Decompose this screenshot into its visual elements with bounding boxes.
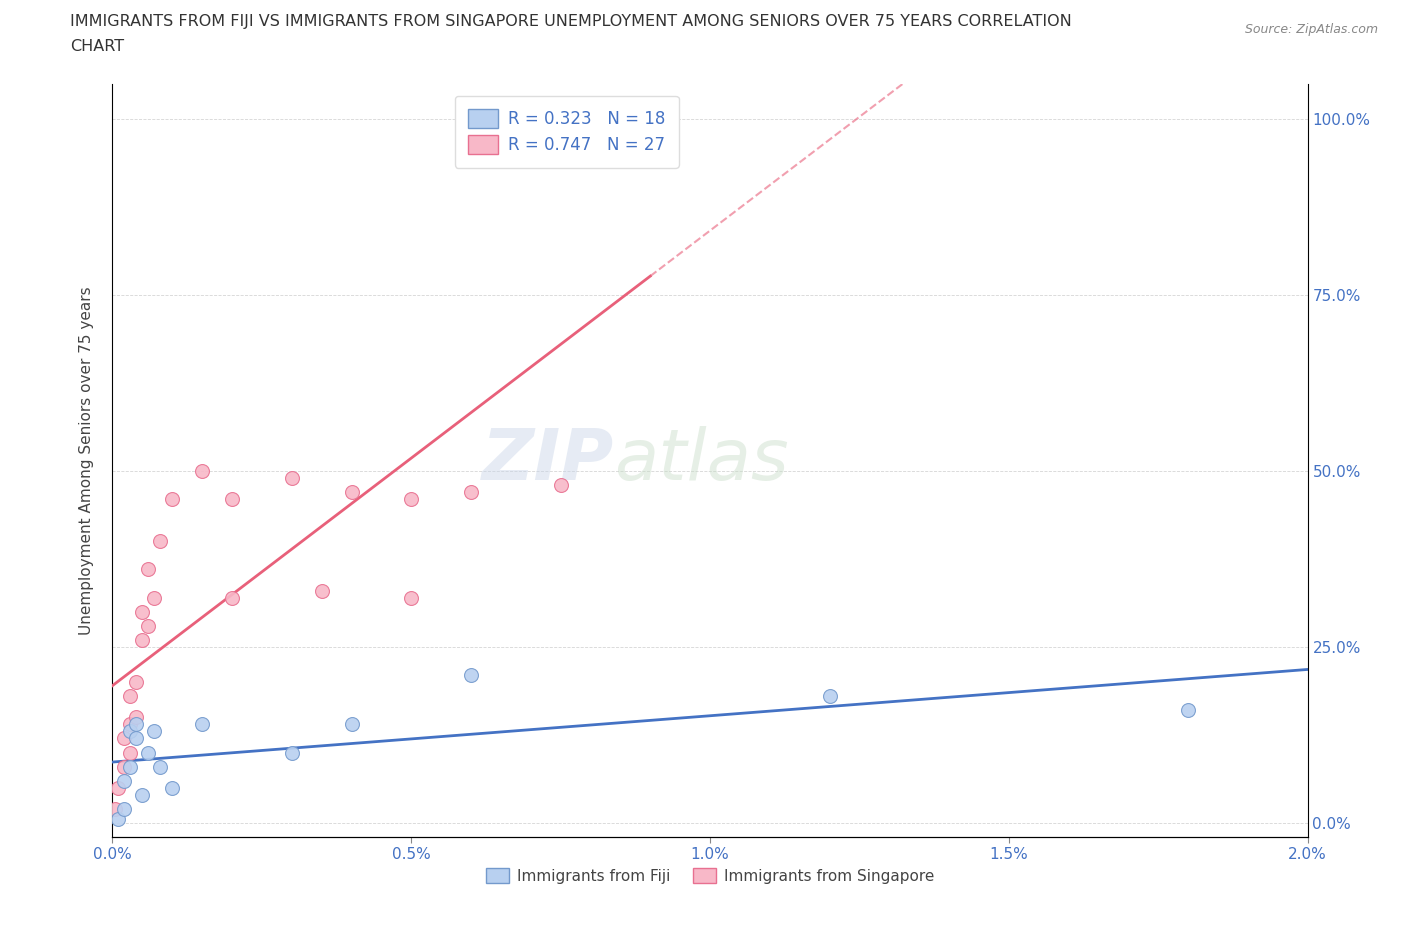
Point <box>125 674 148 689</box>
Point <box>138 562 160 577</box>
Point <box>125 710 148 724</box>
Point <box>120 759 142 774</box>
Y-axis label: Unemployment Among Seniors over 75 years: Unemployment Among Seniors over 75 years <box>79 286 94 634</box>
Legend: Immigrants from Fiji, Immigrants from Singapore: Immigrants from Fiji, Immigrants from Si… <box>479 861 941 890</box>
Point <box>143 591 166 605</box>
Point <box>149 759 172 774</box>
Point <box>191 717 214 732</box>
Point <box>818 689 841 704</box>
Point <box>107 812 129 827</box>
Point <box>114 802 135 817</box>
Point <box>221 591 243 605</box>
Point <box>401 591 423 605</box>
Point <box>125 731 148 746</box>
Point <box>131 788 153 803</box>
Point <box>107 780 129 795</box>
Point <box>125 717 148 732</box>
Point <box>162 780 183 795</box>
Point <box>460 485 482 499</box>
Point <box>104 802 127 817</box>
Point <box>191 463 214 478</box>
Point <box>131 604 153 619</box>
Point <box>460 668 482 683</box>
Point <box>120 724 142 738</box>
Point <box>120 717 142 732</box>
Point <box>340 717 363 732</box>
Text: IMMIGRANTS FROM FIJI VS IMMIGRANTS FROM SINGAPORE UNEMPLOYMENT AMONG SENIORS OVE: IMMIGRANTS FROM FIJI VS IMMIGRANTS FROM … <box>70 14 1071 29</box>
Point <box>281 471 304 485</box>
Text: ZIP: ZIP <box>482 426 614 495</box>
Point <box>340 485 363 499</box>
Point <box>520 112 543 126</box>
Point <box>120 745 142 760</box>
Point <box>120 689 142 704</box>
Point <box>114 773 135 788</box>
Point <box>149 534 172 549</box>
Point <box>1177 703 1199 718</box>
Point <box>401 492 423 507</box>
Point <box>281 745 304 760</box>
Point <box>143 724 166 738</box>
Text: CHART: CHART <box>70 39 124 54</box>
Point <box>114 759 135 774</box>
Point <box>114 731 135 746</box>
Point <box>138 745 160 760</box>
Text: Source: ZipAtlas.com: Source: ZipAtlas.com <box>1244 23 1378 36</box>
Point <box>138 618 160 633</box>
Point <box>221 492 243 507</box>
Point <box>311 583 333 598</box>
Text: atlas: atlas <box>614 426 789 495</box>
Point <box>162 492 183 507</box>
Point <box>131 632 153 647</box>
Point <box>550 477 572 492</box>
